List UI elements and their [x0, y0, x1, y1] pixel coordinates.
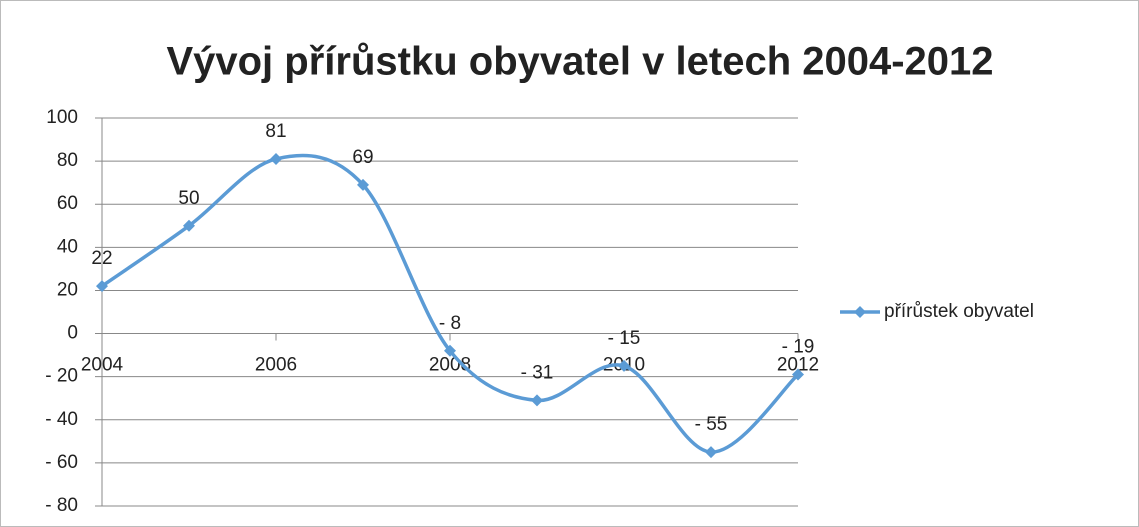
data-label: 81: [265, 121, 286, 142]
data-label: 69: [352, 147, 373, 168]
data-point: [183, 219, 195, 232]
y-tick-label: - 20: [45, 366, 78, 387]
x-tick-label: 2006: [255, 355, 297, 376]
y-tick-label: - 40: [45, 409, 78, 430]
y-tick-label: 60: [57, 193, 78, 214]
data-label: - 19: [782, 337, 815, 358]
data-point: [357, 178, 369, 191]
data-point: [270, 152, 282, 165]
data-label: - 15: [608, 328, 641, 349]
data-label: 22: [91, 248, 112, 269]
data-point: [618, 359, 630, 372]
y-tick-label: 0: [67, 323, 78, 344]
data-label: - 8: [439, 313, 461, 334]
data-label: - 31: [521, 362, 554, 383]
y-tick-label: 100: [46, 107, 78, 128]
data-label: - 55: [695, 414, 728, 435]
y-tick-label: - 60: [45, 452, 78, 473]
data-label: 50: [178, 188, 199, 209]
legend-label: přírůstek obyvatel: [884, 301, 1034, 322]
x-tick-label: 2004: [81, 355, 124, 376]
chart-title: Vývoj přírůstku obyvatel v letech 2004-2…: [166, 40, 993, 84]
y-tick-label: 40: [57, 236, 78, 257]
y-tick-label: 80: [57, 150, 78, 171]
data-point: [792, 368, 804, 381]
data-point: [531, 394, 543, 407]
data-point: [705, 446, 717, 459]
x-tick-label: 2008: [429, 355, 471, 376]
y-tick-label: 20: [57, 279, 78, 300]
y-tick-label: - 80: [45, 495, 78, 516]
data-point: [96, 280, 108, 293]
legend-marker: [854, 306, 866, 318]
data-point: [444, 344, 456, 357]
x-tick-label: 2012: [777, 355, 819, 376]
